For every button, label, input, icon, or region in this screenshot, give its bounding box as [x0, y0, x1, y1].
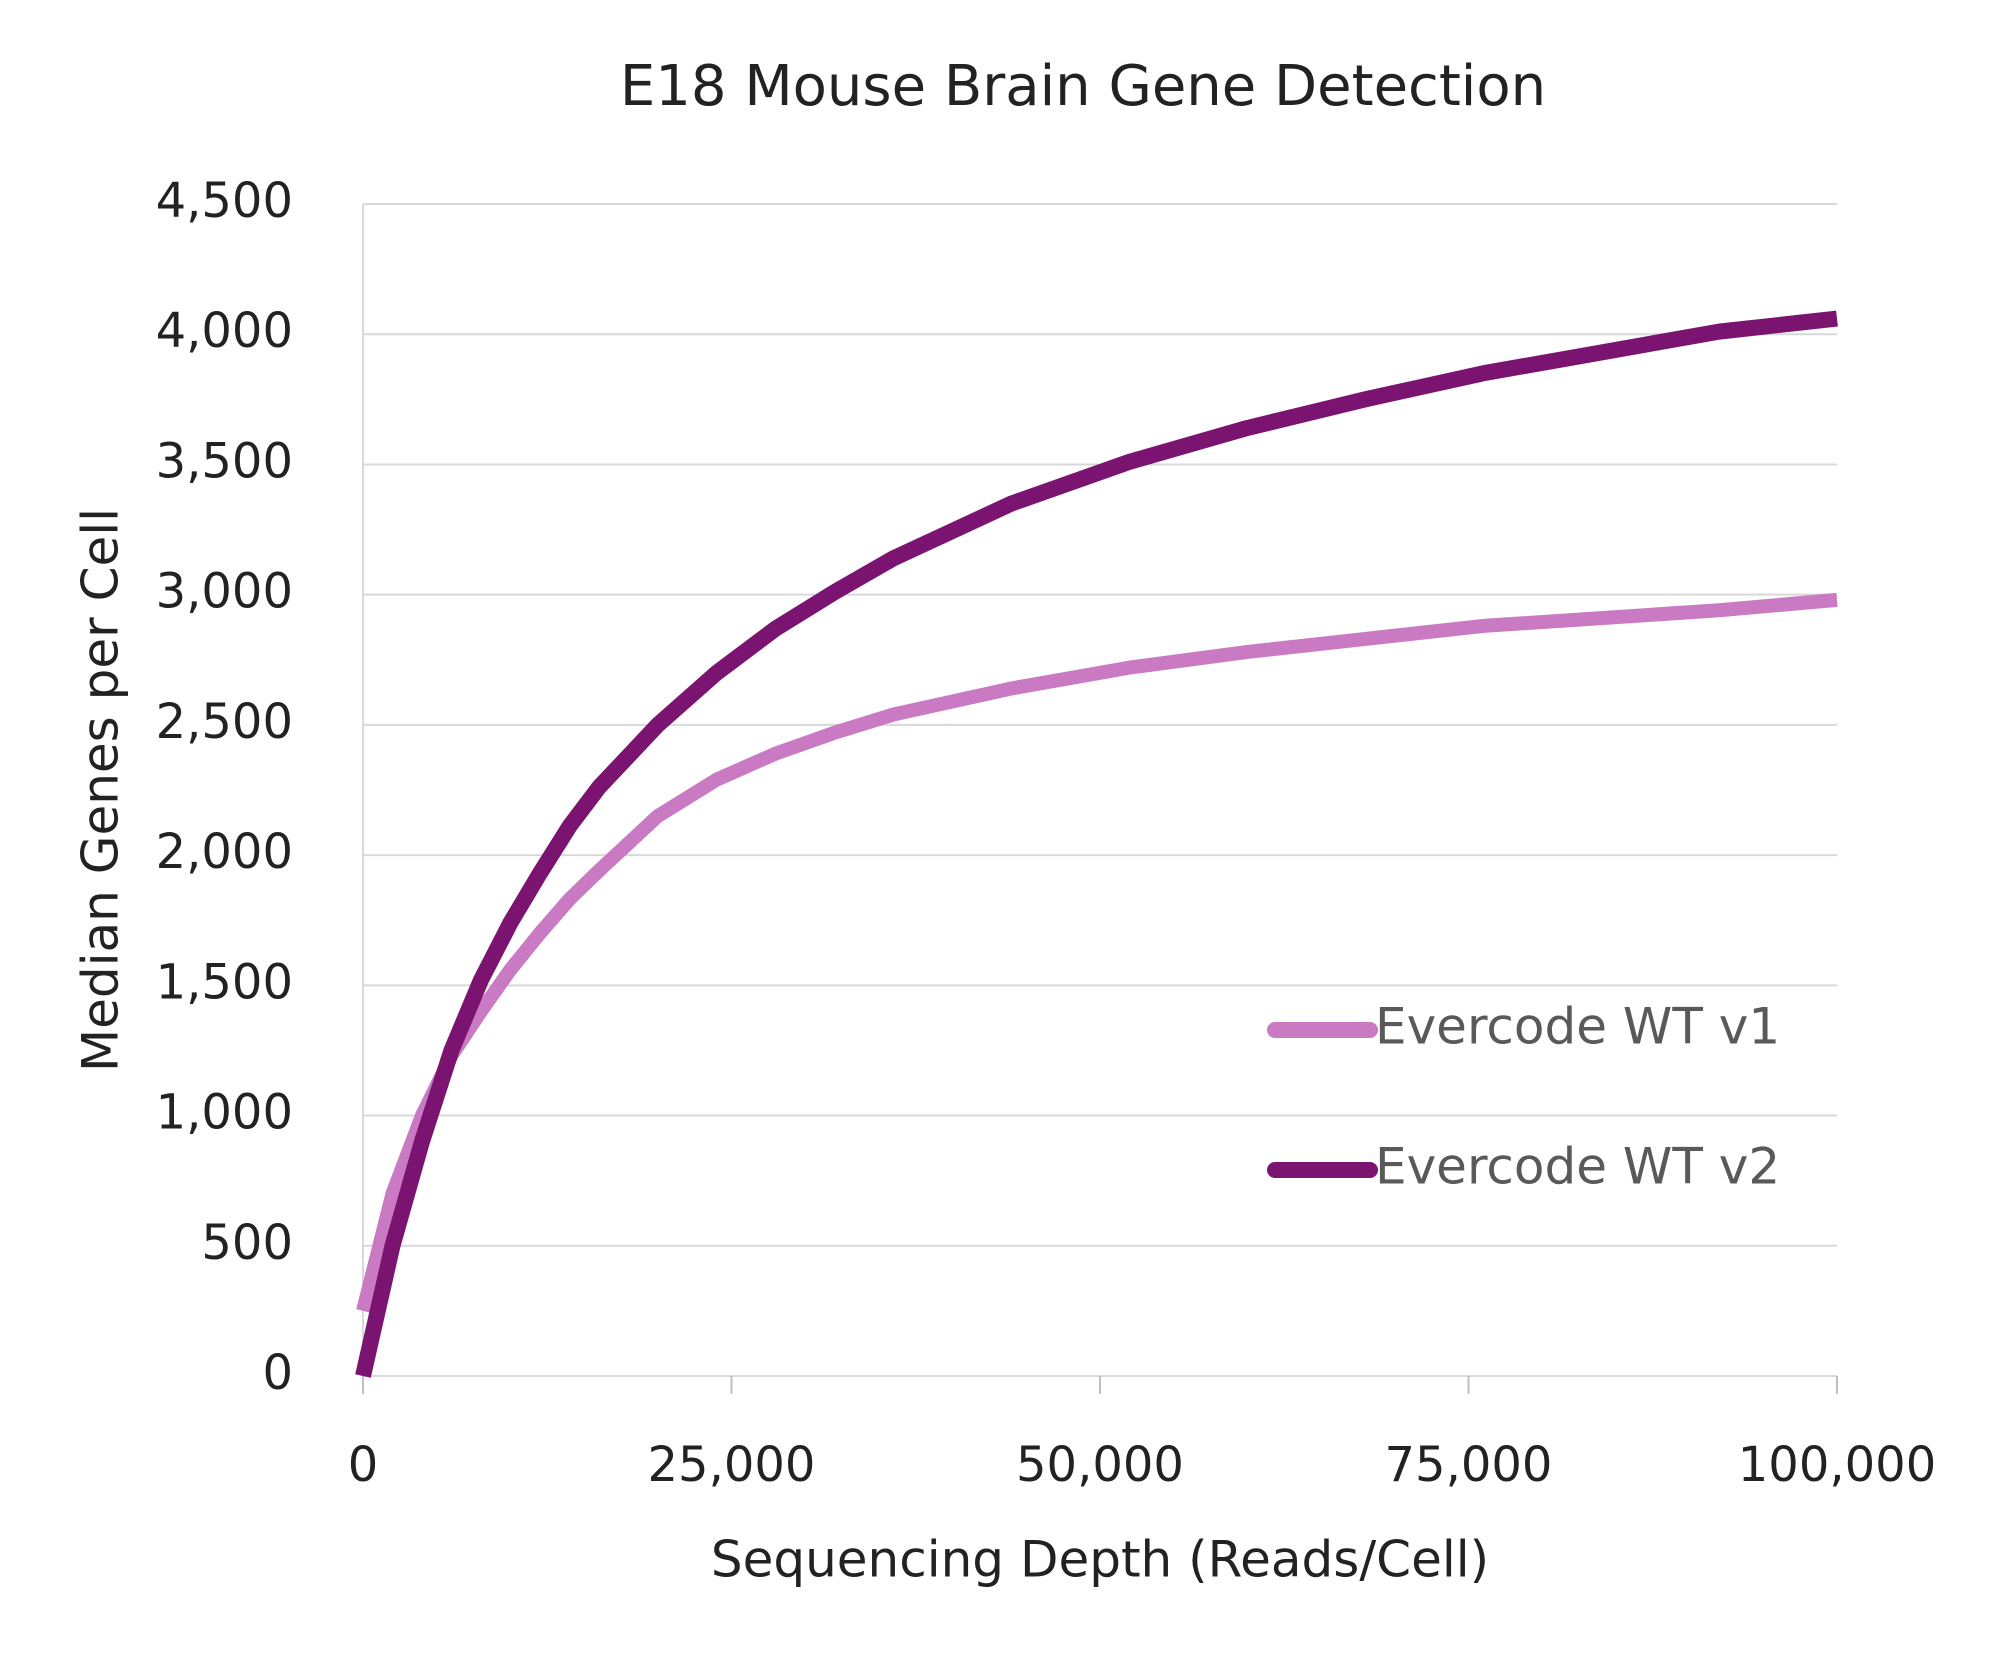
- y-tick-label: 500: [201, 1215, 293, 1271]
- series-line: [355, 310, 1838, 1378]
- x-tick-label: 50,000: [1016, 1437, 1184, 1493]
- x-tick-label: 25,000: [648, 1437, 816, 1493]
- x-tick-label: 75,000: [1385, 1437, 1553, 1493]
- x-axis-label: Sequencing Depth (Reads/Cell): [711, 1531, 1489, 1589]
- x-tick-label: 0: [348, 1437, 379, 1493]
- y-tick-label: 2,500: [156, 694, 293, 750]
- y-tick-label: 1,500: [156, 954, 293, 1010]
- legend-label: Evercode WT v2: [1375, 1138, 1780, 1196]
- y-tick-label: 0: [262, 1345, 293, 1401]
- y-tick-label: 1,000: [156, 1085, 293, 1141]
- y-axis-label: Median Genes per Cell: [72, 508, 130, 1072]
- y-tick-label: 3,000: [156, 564, 293, 620]
- chart-title: E18 Mouse Brain Gene Detection: [620, 54, 1546, 119]
- legend-label: Evercode WT v1: [1375, 998, 1780, 1056]
- y-tick-label: 2,000: [156, 824, 293, 880]
- y-tick-label: 3,500: [156, 433, 293, 489]
- series-line: [356, 592, 1838, 1313]
- x-tick-label: 100,000: [1738, 1437, 1937, 1493]
- y-tick-label: 4,500: [156, 173, 293, 229]
- y-tick-label: 4,000: [156, 303, 293, 359]
